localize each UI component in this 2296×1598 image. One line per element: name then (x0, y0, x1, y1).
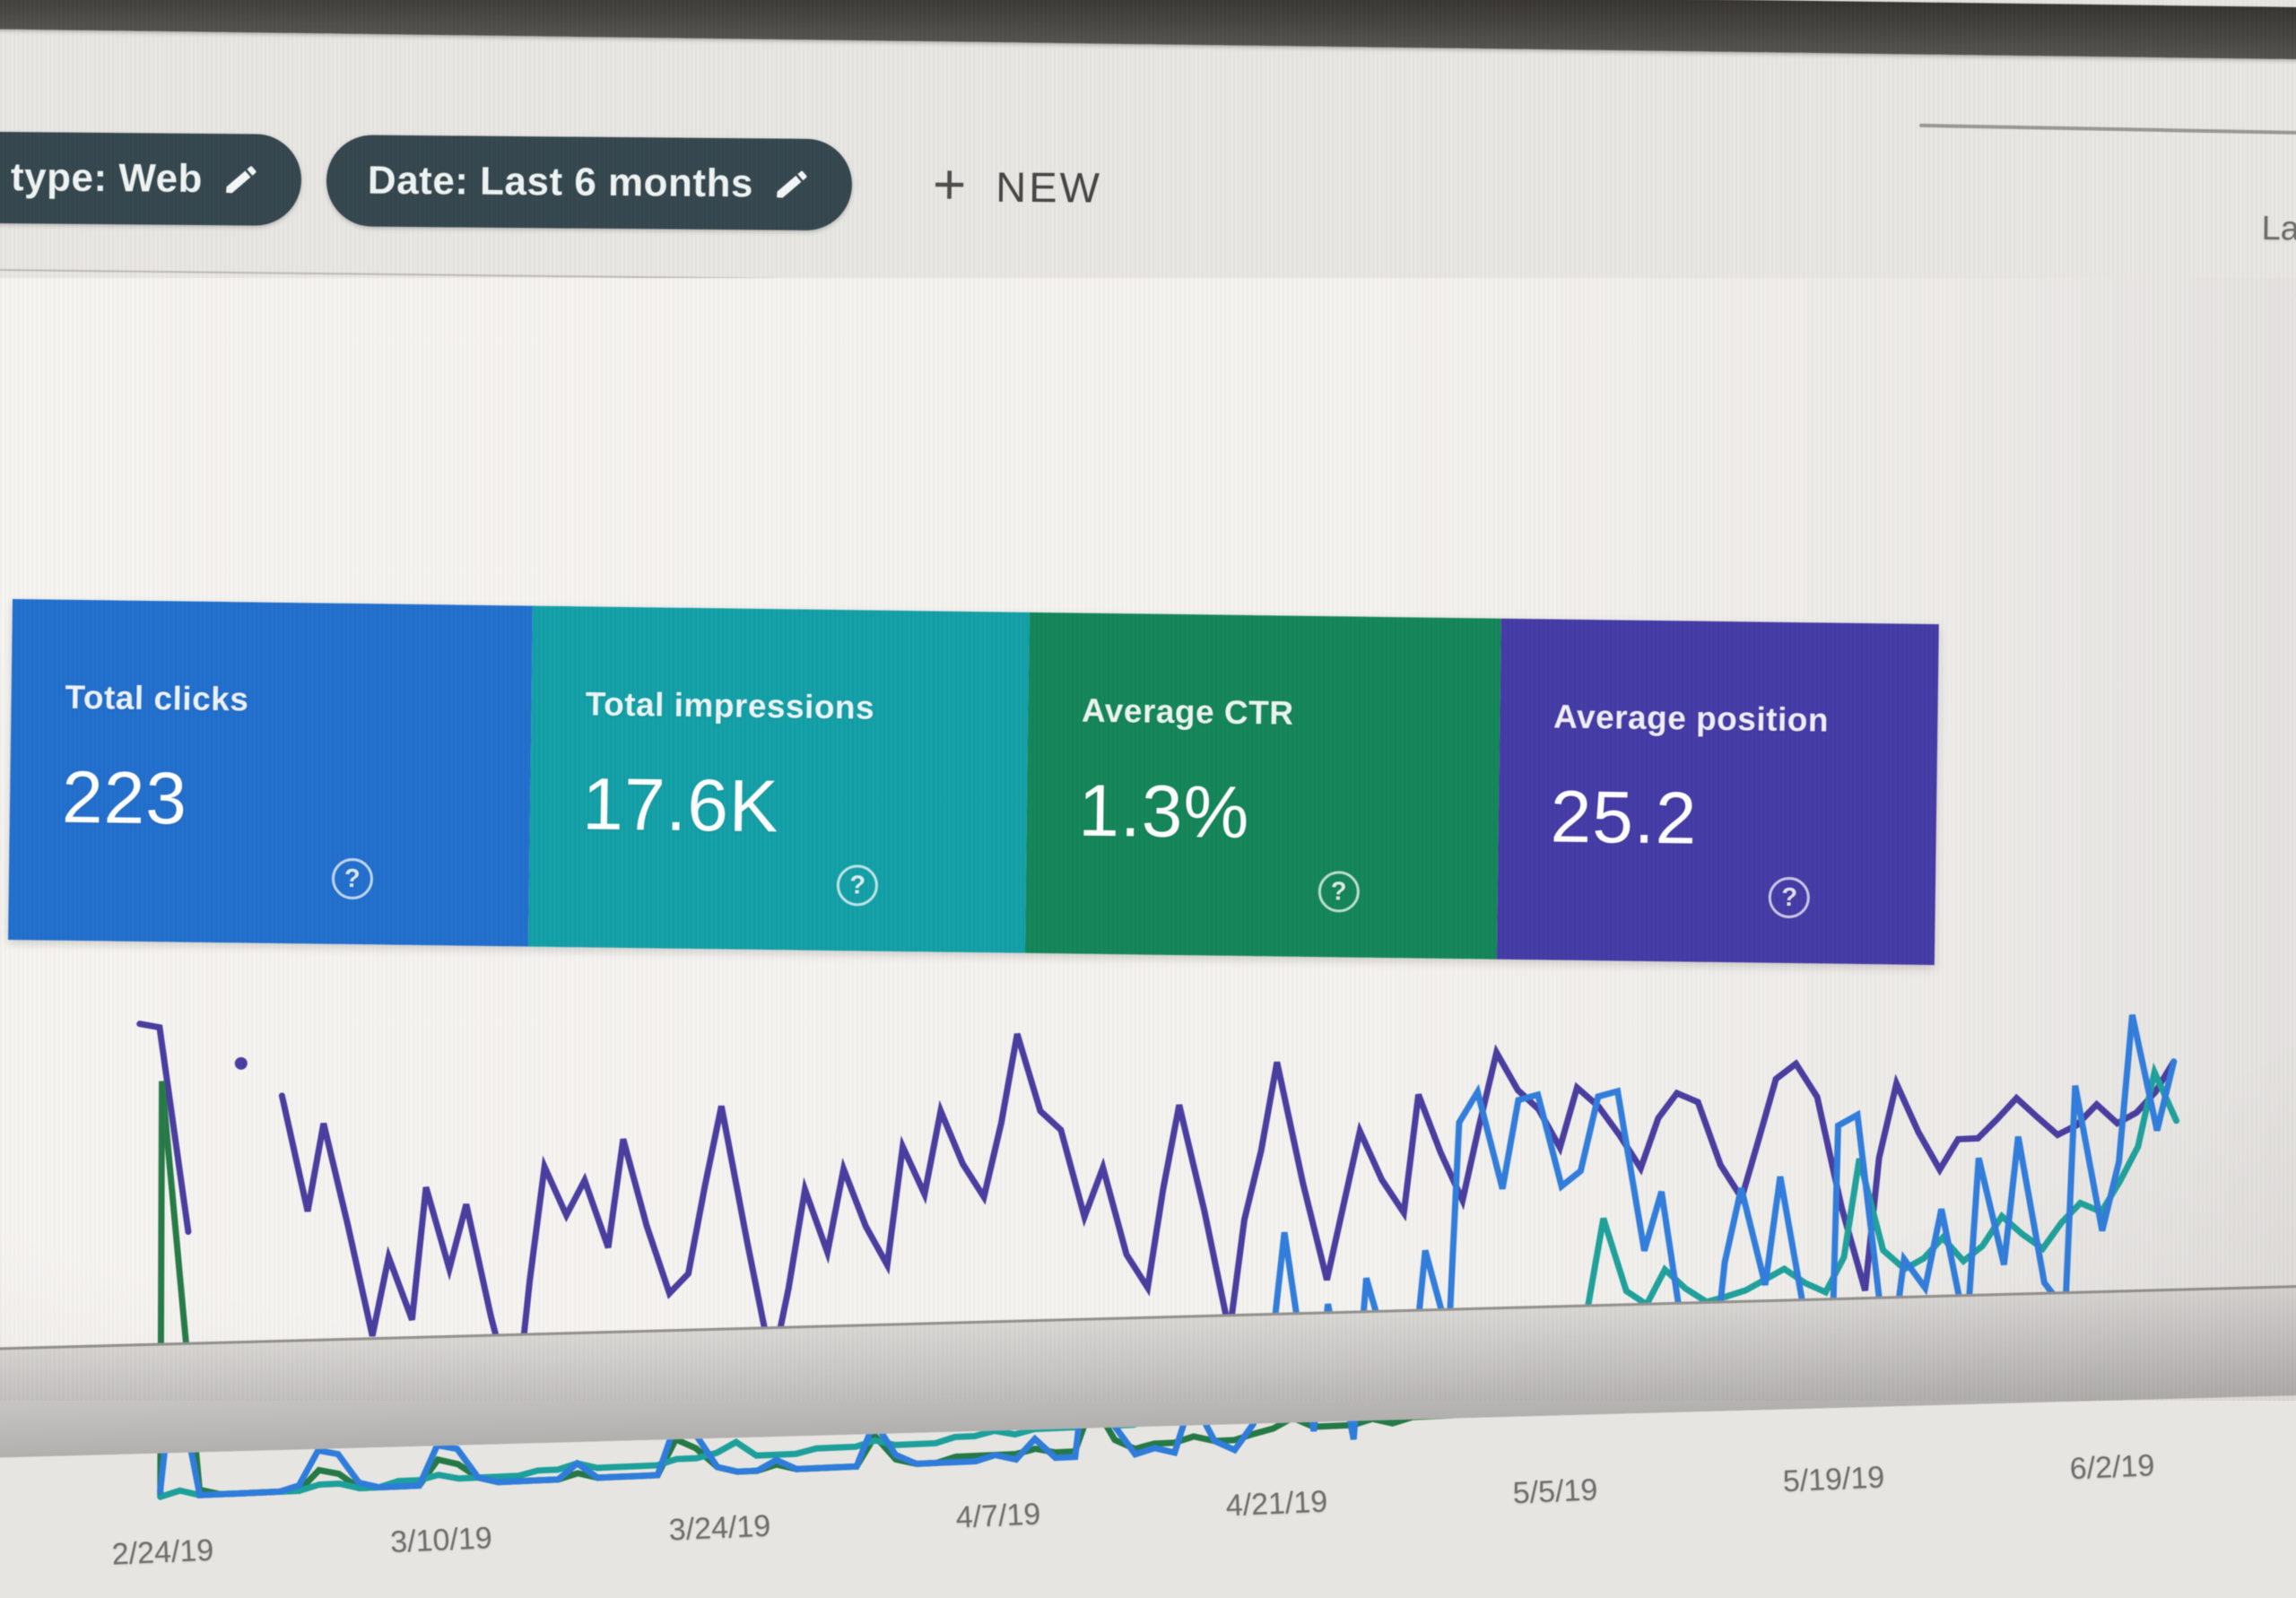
card-value: 17.6K (582, 762, 1027, 852)
x-axis-label: 6/2/19 (2069, 1448, 2155, 1487)
x-axis-label: 4/7/19 (955, 1497, 1041, 1535)
search-console-app: type: Web Date: Last 6 months + NEW La (0, 0, 2296, 1401)
filter-chip-search-type[interactable]: type: Web (0, 131, 301, 226)
x-axis-label: 3/24/19 (668, 1509, 771, 1549)
new-filter-button[interactable]: + NEW (927, 161, 1109, 213)
help-icon[interactable]: ? (1769, 877, 1811, 919)
window-edge-line (1919, 124, 2296, 135)
x-axis-label: 5/5/19 (1512, 1472, 1598, 1511)
x-axis-label: 2/24/19 (111, 1533, 214, 1573)
metric-cards: Total clicks 223 ? Total impressions 17.… (8, 599, 1939, 965)
x-axis-label: 4/21/19 (1225, 1484, 1328, 1524)
search-type-chip-label: type: Web (11, 155, 203, 202)
last-updated-partial-text: La (2261, 210, 2296, 248)
screen-top-bezel (0, 0, 2296, 60)
card-value: 223 (61, 756, 530, 847)
edit-pencil-icon (222, 161, 260, 198)
filter-chip-date[interactable]: Date: Last 6 months (326, 135, 852, 230)
card-value: 1.3% (1078, 769, 1499, 859)
x-axis-label: 3/10/19 (389, 1521, 492, 1560)
card-average-position[interactable]: Average position 25.2 ? (1497, 619, 1939, 965)
performance-chart[interactable]: 2/24/19 3/10/19 3/24/19 4/7/19 4/21/19 5/5/19… (13, 909, 2279, 1598)
performance-panel: Total clicks 223 ? Total impressions 17.… (0, 278, 2296, 1401)
edit-pencil-icon (773, 166, 811, 204)
card-value: 25.2 (1550, 775, 1936, 864)
card-label: Total impressions (586, 685, 1029, 728)
new-button-label: NEW (996, 161, 1102, 212)
card-total-impressions[interactable]: Total impressions 17.6K ? (528, 606, 1029, 953)
x-axis-label: 5/19/19 (1782, 1460, 1885, 1499)
card-total-clicks[interactable]: Total clicks 223 ? (8, 599, 533, 947)
card-label: Average CTR (1082, 692, 1500, 735)
help-icon[interactable]: ? (837, 864, 879, 907)
chart-point-position (234, 1057, 248, 1071)
filter-toolbar: type: Web Date: Last 6 months + NEW La (0, 131, 2296, 244)
card-label: Total clicks (65, 679, 532, 723)
date-chip-label: Date: Last 6 months (368, 159, 753, 207)
card-average-ctr[interactable]: Average CTR 1.3% ? (1024, 612, 1500, 960)
help-icon[interactable]: ? (1318, 871, 1360, 913)
help-icon[interactable]: ? (331, 858, 373, 900)
card-label: Average position (1553, 699, 1938, 742)
